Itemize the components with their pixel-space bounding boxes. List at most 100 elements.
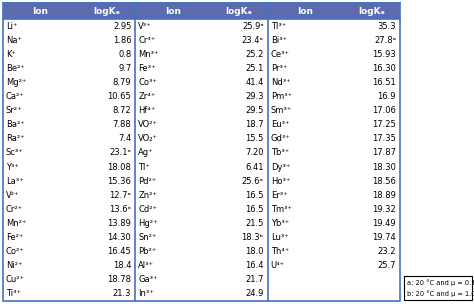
Text: 6.41: 6.41 — [245, 163, 264, 171]
Text: Zn²⁺: Zn²⁺ — [138, 191, 157, 200]
Text: 24.9: 24.9 — [245, 289, 264, 299]
Text: 16.5: 16.5 — [245, 191, 264, 200]
Text: logKₑ: logKₑ — [226, 6, 253, 16]
Text: 23.4ᵃ: 23.4ᵃ — [242, 36, 264, 45]
Text: 18.7: 18.7 — [245, 120, 264, 129]
Text: Ra²⁺: Ra²⁺ — [6, 134, 25, 143]
Text: 29.3: 29.3 — [245, 92, 264, 101]
Text: 17.87: 17.87 — [372, 148, 396, 157]
Text: Sr²⁺: Sr²⁺ — [6, 106, 22, 115]
Text: Li⁺: Li⁺ — [6, 22, 18, 30]
Text: 10.65: 10.65 — [108, 92, 131, 101]
Text: Gd³⁺: Gd³⁺ — [271, 134, 291, 143]
Text: 17.35: 17.35 — [372, 134, 396, 143]
Text: Fe³⁺: Fe³⁺ — [138, 64, 156, 73]
Text: Co³⁺: Co³⁺ — [138, 78, 157, 87]
Text: Bi³⁺: Bi³⁺ — [271, 36, 287, 45]
Text: Sn²⁺: Sn²⁺ — [138, 233, 157, 242]
Text: Zr⁴⁺: Zr⁴⁺ — [138, 92, 155, 101]
Text: Ion: Ion — [33, 6, 48, 16]
Text: Nd³⁺: Nd³⁺ — [271, 78, 290, 87]
Text: 18.78: 18.78 — [107, 275, 131, 284]
Text: 14.30: 14.30 — [108, 233, 131, 242]
Text: La³⁺: La³⁺ — [6, 177, 24, 186]
Bar — [3, 3, 400, 19]
Text: 16.51: 16.51 — [372, 78, 396, 87]
Text: 13.89: 13.89 — [108, 219, 131, 228]
Text: Tb³⁺: Tb³⁺ — [271, 148, 289, 157]
Text: 15.5: 15.5 — [245, 134, 264, 143]
Text: Ho³⁺: Ho³⁺ — [271, 177, 290, 186]
Text: 21.5: 21.5 — [245, 219, 264, 228]
Text: Pb²⁺: Pb²⁺ — [138, 247, 156, 256]
Text: Lu³⁺: Lu³⁺ — [271, 233, 288, 242]
Text: 19.32: 19.32 — [372, 205, 396, 214]
Text: 29.5: 29.5 — [245, 106, 264, 115]
Text: Ag⁺: Ag⁺ — [138, 148, 154, 157]
Text: 16.4: 16.4 — [245, 261, 264, 270]
Text: Be²⁺: Be²⁺ — [6, 64, 25, 73]
Text: K⁺: K⁺ — [6, 50, 16, 59]
Text: 21.3: 21.3 — [113, 289, 131, 299]
Text: Hf⁴⁺: Hf⁴⁺ — [138, 106, 155, 115]
Text: 7.4: 7.4 — [118, 134, 131, 143]
Text: Dy³⁺: Dy³⁺ — [271, 163, 290, 171]
Text: Y³⁺: Y³⁺ — [6, 163, 19, 171]
Text: Ion: Ion — [165, 6, 181, 16]
Text: V²⁺: V²⁺ — [6, 191, 19, 200]
Text: Pm³⁺: Pm³⁺ — [271, 92, 292, 101]
Text: Al³⁺: Al³⁺ — [138, 261, 155, 270]
Text: V³⁺: V³⁺ — [138, 22, 152, 30]
Text: VO²⁺: VO²⁺ — [138, 120, 158, 129]
Text: 35.3: 35.3 — [377, 22, 396, 30]
Text: 8.79: 8.79 — [113, 78, 131, 87]
Text: 23.2: 23.2 — [377, 247, 396, 256]
Text: 7.88: 7.88 — [113, 120, 131, 129]
Text: Pr³⁺: Pr³⁺ — [271, 64, 287, 73]
Text: 25.6ᵃ: 25.6ᵃ — [242, 177, 264, 186]
Text: VO₂⁺: VO₂⁺ — [138, 134, 158, 143]
Text: Sc³⁺: Sc³⁺ — [6, 148, 24, 157]
Text: 25.7: 25.7 — [377, 261, 396, 270]
Text: 25.1: 25.1 — [245, 64, 264, 73]
Text: 1.86: 1.86 — [113, 36, 131, 45]
Text: 8.72: 8.72 — [113, 106, 131, 115]
Text: 16.9: 16.9 — [377, 92, 396, 101]
Text: Pd²⁺: Pd²⁺ — [138, 177, 156, 186]
Text: 2.95: 2.95 — [113, 22, 131, 30]
Text: 18.3ᵇ: 18.3ᵇ — [241, 233, 264, 242]
Text: Eu³⁺: Eu³⁺ — [271, 120, 289, 129]
Text: 25.9ᵃ: 25.9ᵃ — [242, 22, 264, 30]
Text: Tm³⁺: Tm³⁺ — [271, 205, 292, 214]
Text: 12.7ᵃ: 12.7ᵃ — [109, 191, 131, 200]
Text: Hg²⁺: Hg²⁺ — [138, 219, 158, 228]
Text: 15.36: 15.36 — [108, 177, 131, 186]
Text: Ni²⁺: Ni²⁺ — [6, 261, 22, 270]
Text: a: 20 °C and μ = 0.1 M: a: 20 °C and μ = 0.1 M — [407, 279, 474, 286]
Text: Cd²⁺: Cd²⁺ — [138, 205, 157, 214]
Text: Ga³⁺: Ga³⁺ — [138, 275, 158, 284]
Text: 16.5: 16.5 — [245, 205, 264, 214]
Text: logKₑ: logKₑ — [93, 6, 120, 16]
Text: Cr³⁺: Cr³⁺ — [138, 36, 155, 45]
Text: Mn³⁺: Mn³⁺ — [138, 50, 159, 59]
Text: 7.20: 7.20 — [245, 148, 264, 157]
Text: 27.8ᵃ: 27.8ᵃ — [374, 36, 396, 45]
Text: 41.4: 41.4 — [245, 78, 264, 87]
Text: logKₑ: logKₑ — [358, 6, 385, 16]
Text: Th⁴⁺: Th⁴⁺ — [271, 247, 289, 256]
Text: Ce³⁺: Ce³⁺ — [271, 50, 290, 59]
Bar — [404, 276, 472, 300]
Text: Tl⁺: Tl⁺ — [138, 163, 150, 171]
Text: Mn²⁺: Mn²⁺ — [6, 219, 27, 228]
Text: 17.25: 17.25 — [372, 120, 396, 129]
Text: 9.7: 9.7 — [118, 64, 131, 73]
Text: 23.1ᵃ: 23.1ᵃ — [109, 148, 131, 157]
Text: 19.49: 19.49 — [373, 219, 396, 228]
Text: Ti³⁺: Ti³⁺ — [6, 289, 21, 299]
Text: 25.2: 25.2 — [245, 50, 264, 59]
Text: Sm³⁺: Sm³⁺ — [271, 106, 292, 115]
Text: Mg²⁺: Mg²⁺ — [6, 78, 27, 87]
Text: Ba²⁺: Ba²⁺ — [6, 120, 25, 129]
Text: Tl³⁺: Tl³⁺ — [271, 22, 286, 30]
